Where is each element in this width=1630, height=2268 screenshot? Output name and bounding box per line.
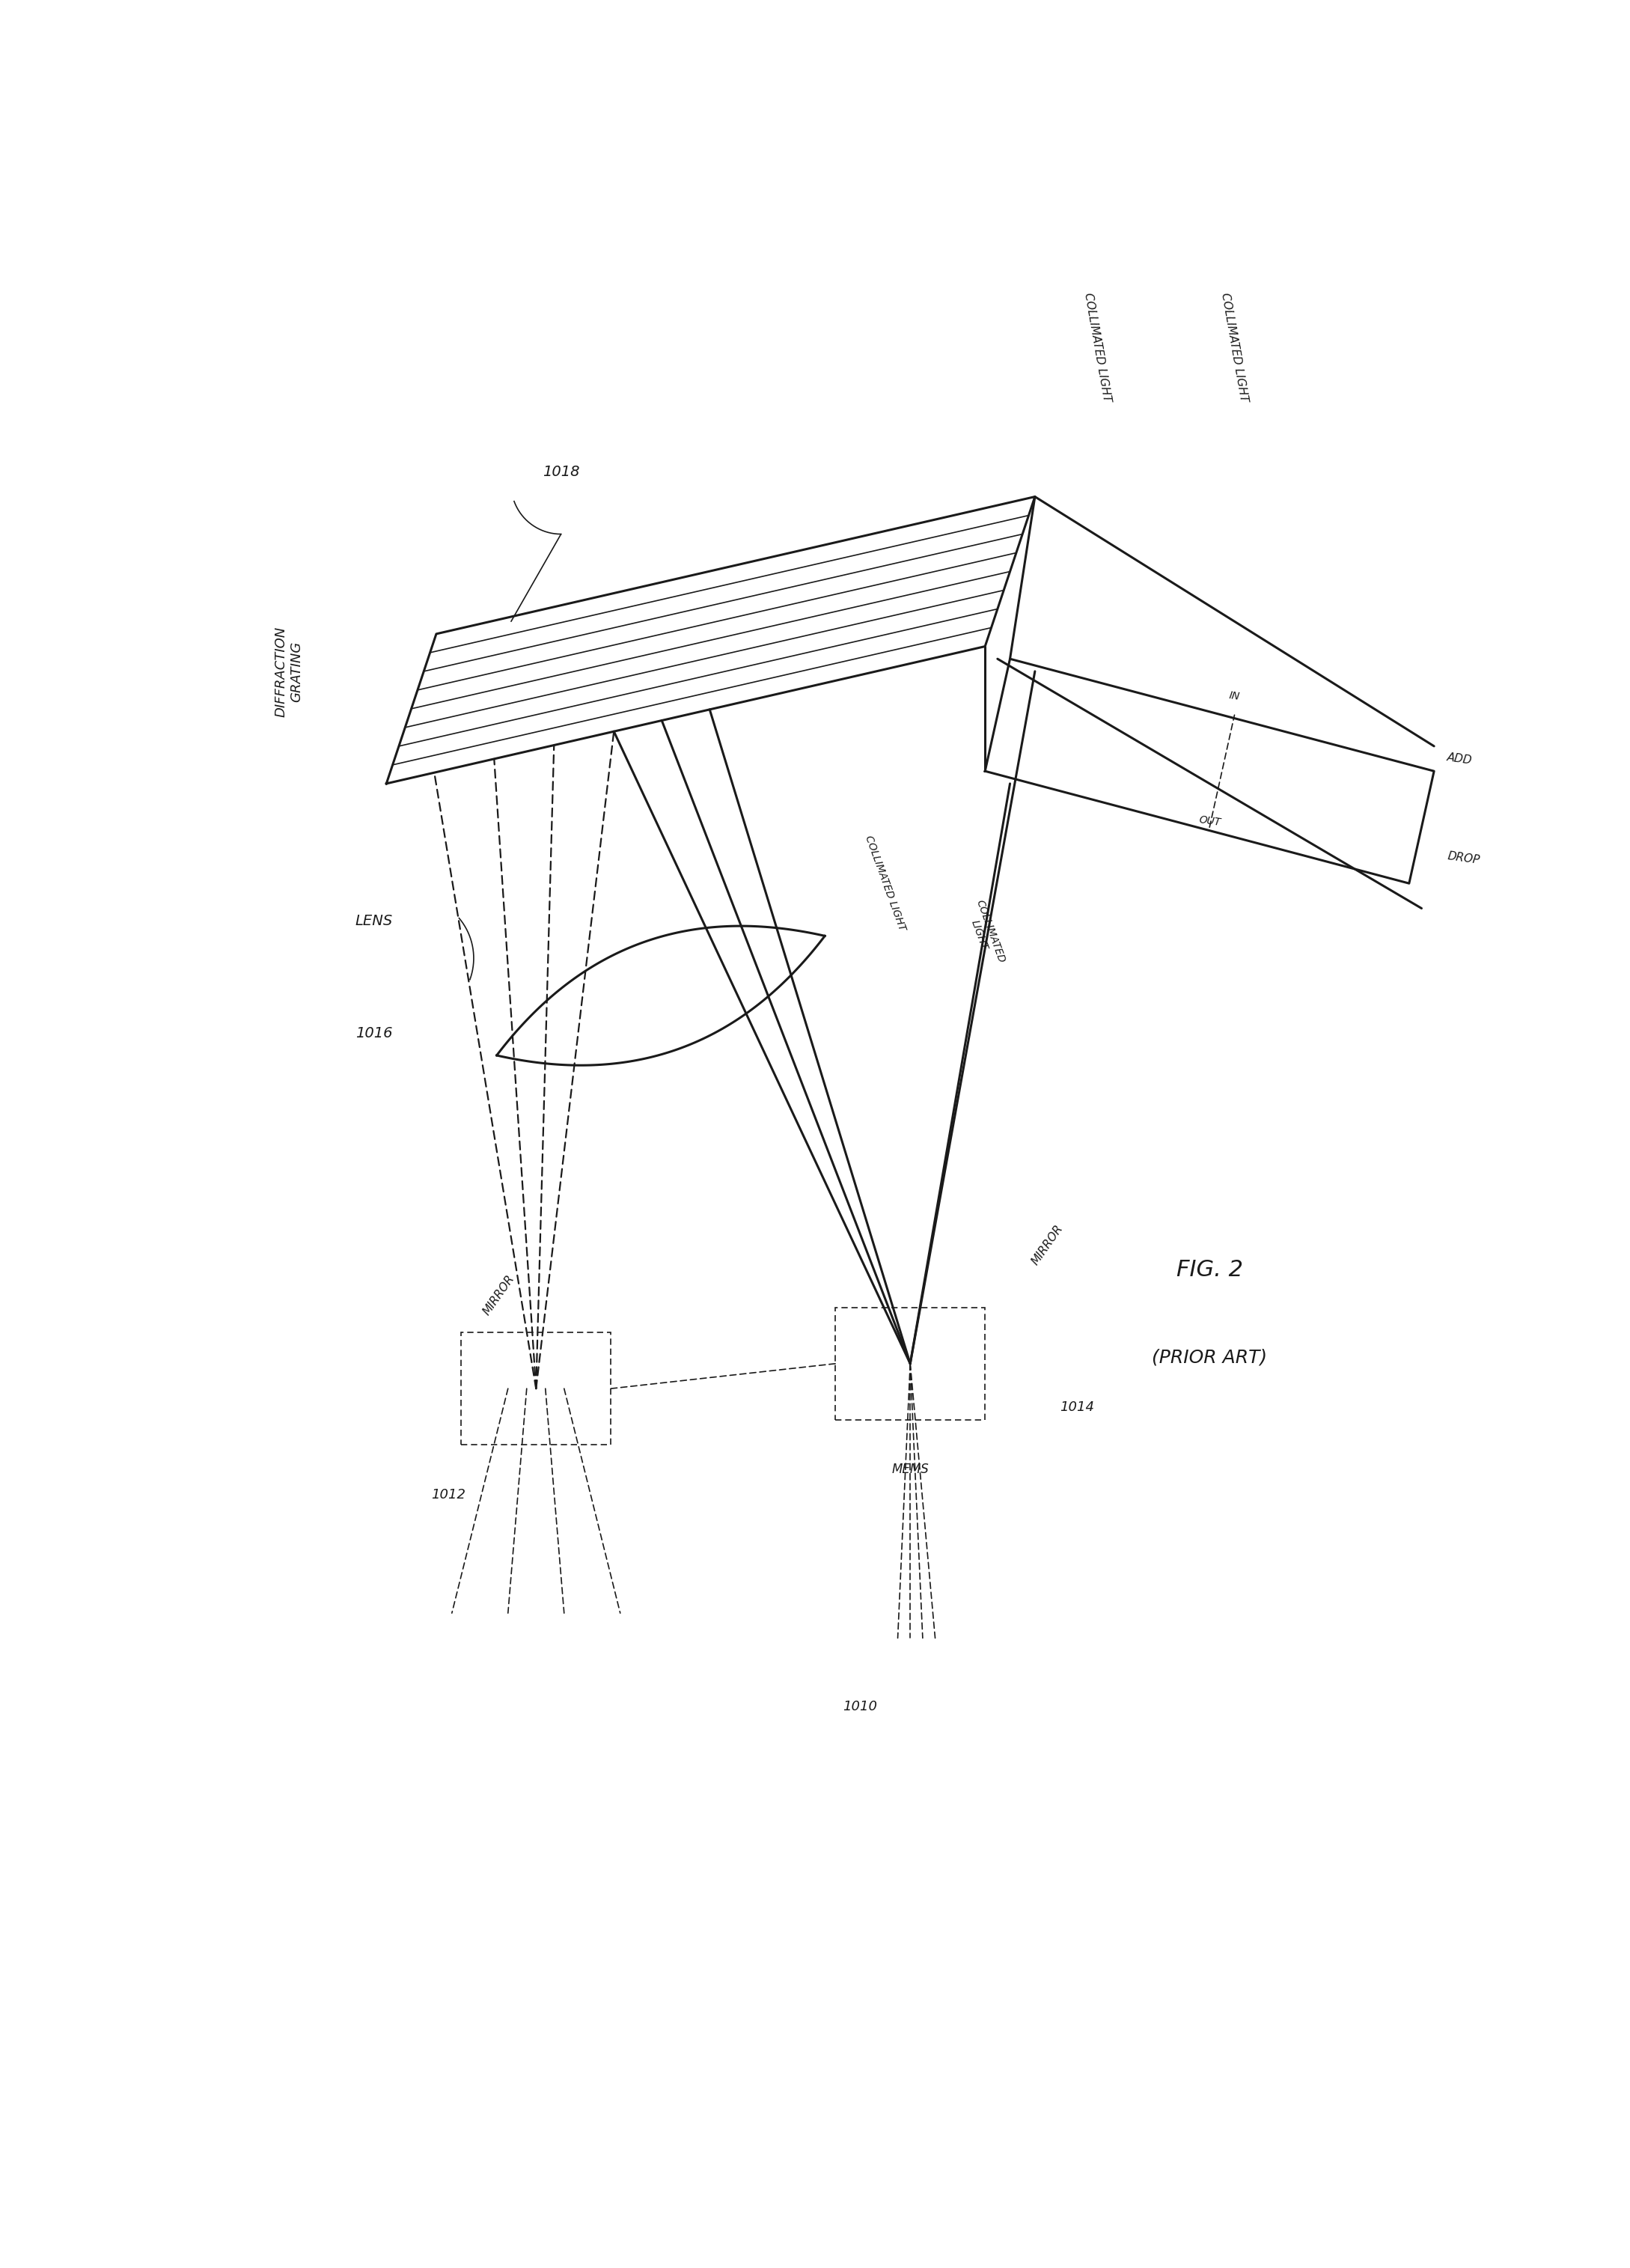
Bar bbox=[835, 1306, 985, 1420]
Text: MIRROR: MIRROR bbox=[481, 1272, 517, 1318]
Text: (PRIOR ART): (PRIOR ART) bbox=[1152, 1349, 1267, 1365]
Text: DROP: DROP bbox=[1446, 850, 1480, 866]
Text: 1018: 1018 bbox=[543, 465, 580, 479]
Text: MIRROR: MIRROR bbox=[1030, 1222, 1064, 1268]
Text: COLLIMATED
LIGHT: COLLIMATED LIGHT bbox=[963, 898, 1007, 968]
Text: ADD: ADD bbox=[1446, 751, 1474, 767]
Text: COLLIMATED LIGHT: COLLIMATED LIGHT bbox=[1219, 293, 1250, 401]
Text: FIG. 2: FIG. 2 bbox=[1177, 1259, 1242, 1281]
Text: 1012: 1012 bbox=[432, 1488, 466, 1501]
Text: 1014: 1014 bbox=[1060, 1402, 1094, 1413]
Text: 1010: 1010 bbox=[843, 1701, 877, 1712]
Text: OUT: OUT bbox=[1198, 814, 1221, 828]
Text: COLLIMATED LIGHT: COLLIMATED LIGHT bbox=[864, 835, 908, 932]
Text: MEMS: MEMS bbox=[892, 1463, 929, 1476]
Text: DIFFRACTION
GRATING: DIFFRACTION GRATING bbox=[274, 626, 303, 717]
Text: LENS: LENS bbox=[355, 914, 393, 928]
Text: COLLIMATED LIGHT: COLLIMATED LIGHT bbox=[1082, 293, 1112, 401]
Text: 1016: 1016 bbox=[355, 1025, 393, 1041]
Text: IN: IN bbox=[1229, 689, 1240, 703]
Bar bbox=[461, 1334, 611, 1445]
